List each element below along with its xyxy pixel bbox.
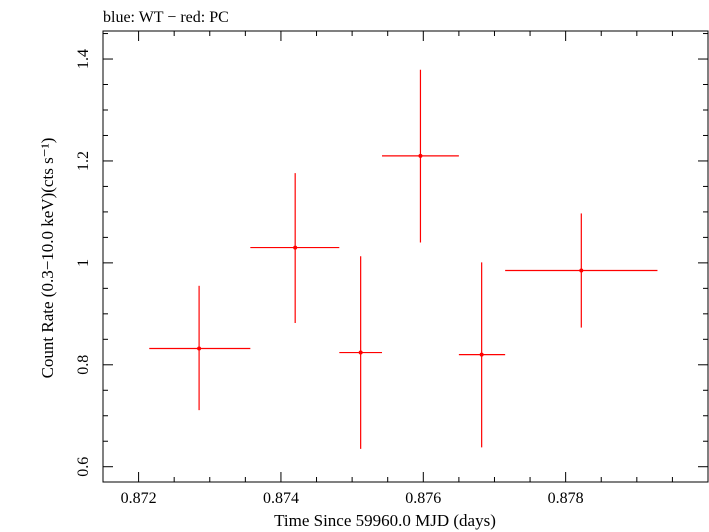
point-marker <box>418 153 423 158</box>
data-point <box>149 285 251 411</box>
x-tick-label: 0.872 <box>121 490 157 507</box>
y-tick-label: 1.4 <box>75 49 92 69</box>
x-tick-label: 0.874 <box>263 490 299 507</box>
data-point <box>458 262 506 448</box>
y-tick-label: 0.8 <box>75 355 92 375</box>
y-axis-label: Count Rate (0.3−10.0 keV)(cts s⁻¹) <box>38 138 57 379</box>
x-axis-label: Time Since 59960.0 MJD (days) <box>274 511 496 530</box>
data-point <box>250 173 340 324</box>
data-points <box>149 69 658 449</box>
point-marker <box>358 350 363 355</box>
point-marker <box>197 346 202 351</box>
y-axis-ticks: 0.6 0.8 1 1.2 1.4 <box>75 33 708 477</box>
chart-title: blue: WT − red: PC <box>103 9 229 26</box>
y-tick-label: 1 <box>75 259 92 267</box>
y-tick-label: 0.6 <box>75 457 92 477</box>
x-tick-label: 0.876 <box>405 490 441 507</box>
y-tick-label: 1.2 <box>75 151 92 171</box>
data-point <box>339 256 383 449</box>
point-marker <box>293 245 298 250</box>
x-axis-ticks: 0.872 0.874 0.876 0.878 <box>102 31 709 507</box>
data-point <box>382 69 459 243</box>
point-marker <box>579 268 584 273</box>
point-marker <box>479 352 484 357</box>
data-point <box>505 213 658 328</box>
plot-frame <box>102 30 709 483</box>
x-tick-label: 0.878 <box>548 490 584 507</box>
